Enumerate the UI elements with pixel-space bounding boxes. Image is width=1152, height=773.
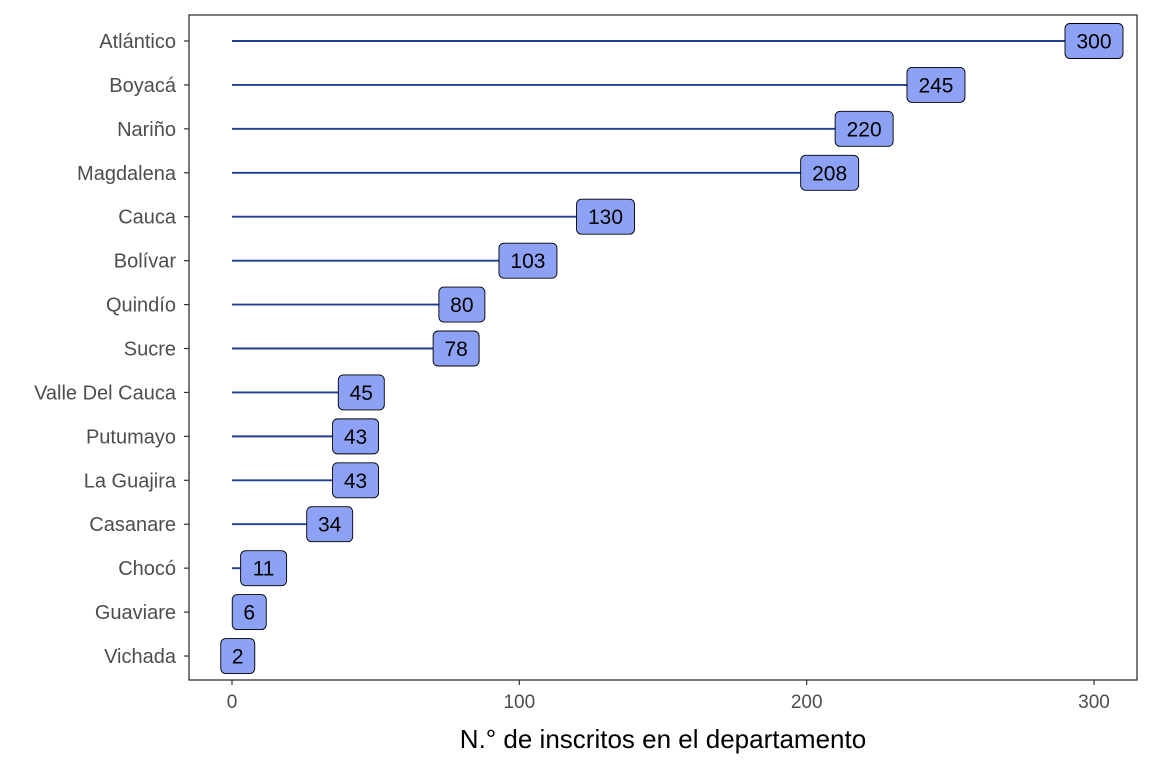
value-label-box-cat-13 [231, 594, 267, 631]
value-label-cat-5: 103 [510, 250, 545, 273]
value-label-box-cat-12 [240, 550, 288, 587]
value-label-cat-8: 45 [350, 382, 373, 405]
category-label-cat-7: Sucre [124, 339, 176, 361]
value-label-box-cat-11 [306, 506, 354, 543]
category-label-cat-10: La Guajira [84, 470, 177, 492]
x-axis-title: N.° de inscritos en el departamento [460, 724, 866, 754]
value-label-cat-4: 130 [588, 206, 623, 229]
category-label-cat-2: Nariño [117, 119, 176, 141]
category-label-cat-9: Putumayo [86, 426, 176, 448]
category-label-cat-6: Quindío [106, 295, 176, 317]
value-label-box-cat-14 [220, 638, 256, 674]
x-tick-label-200: 200 [791, 692, 823, 713]
category-label-cat-5: Bolívar [114, 251, 177, 273]
x-axis: 0 100 200 300 [227, 680, 1110, 713]
x-tick-label-300: 300 [1078, 692, 1110, 713]
value-label-box-cat-5 [498, 242, 558, 279]
value-label-box-cat-0 [1064, 23, 1124, 59]
value-label-cat-6: 80 [450, 294, 473, 317]
category-label-cat-4: Cauca [118, 207, 177, 229]
value-label-box-cat-8 [337, 374, 385, 411]
category-label-cat-11: Casanare [89, 514, 176, 536]
category-label-cat-0: Atlántico [99, 31, 176, 53]
panel-border [188, 14, 1138, 681]
value-label-box-cat-10 [332, 462, 380, 499]
value-label-box-cat-1 [906, 66, 966, 103]
value-label-cat-12: 11 [253, 558, 275, 581]
value-label-cat-3: 208 [812, 162, 847, 185]
x-tick-label-100: 100 [503, 692, 535, 713]
value-label-cat-0: 300 [1076, 31, 1111, 54]
category-label-cat-3: Magdalena [77, 163, 177, 185]
value-label-cat-14: 2 [232, 646, 244, 669]
y-axis: Atlántico Boyacá Nariño Magdalena Cauca Bolív… [34, 31, 189, 668]
category-label-cat-8: Valle Del Cauca [34, 382, 177, 404]
value-label-box-cat-6 [438, 286, 486, 323]
value-label-box-cat-3 [800, 154, 860, 191]
x-tick-label-0: 0 [227, 692, 238, 713]
stems-group [232, 40, 1094, 657]
category-label-cat-14: Vichada [104, 646, 177, 668]
value-label-cat-1: 245 [918, 74, 953, 97]
category-label-cat-13: Guaviare [95, 602, 176, 624]
value-label-box-cat-4 [576, 198, 635, 235]
value-label-box-cat-2 [834, 110, 894, 147]
category-label-cat-12: Chocó [118, 558, 176, 580]
category-label-cat-1: Boyacá [109, 75, 177, 97]
value-label-box-cat-7 [432, 330, 480, 367]
value-label-cat-7: 78 [444, 338, 467, 361]
value-label-cat-13: 6 [243, 602, 255, 625]
value-label-cat-9: 43 [344, 426, 367, 449]
value-label-box-cat-9 [332, 418, 380, 455]
value-label-cat-2: 220 [847, 118, 882, 141]
value-label-cat-11: 34 [318, 514, 342, 537]
value-label-cat-10: 43 [344, 470, 367, 493]
